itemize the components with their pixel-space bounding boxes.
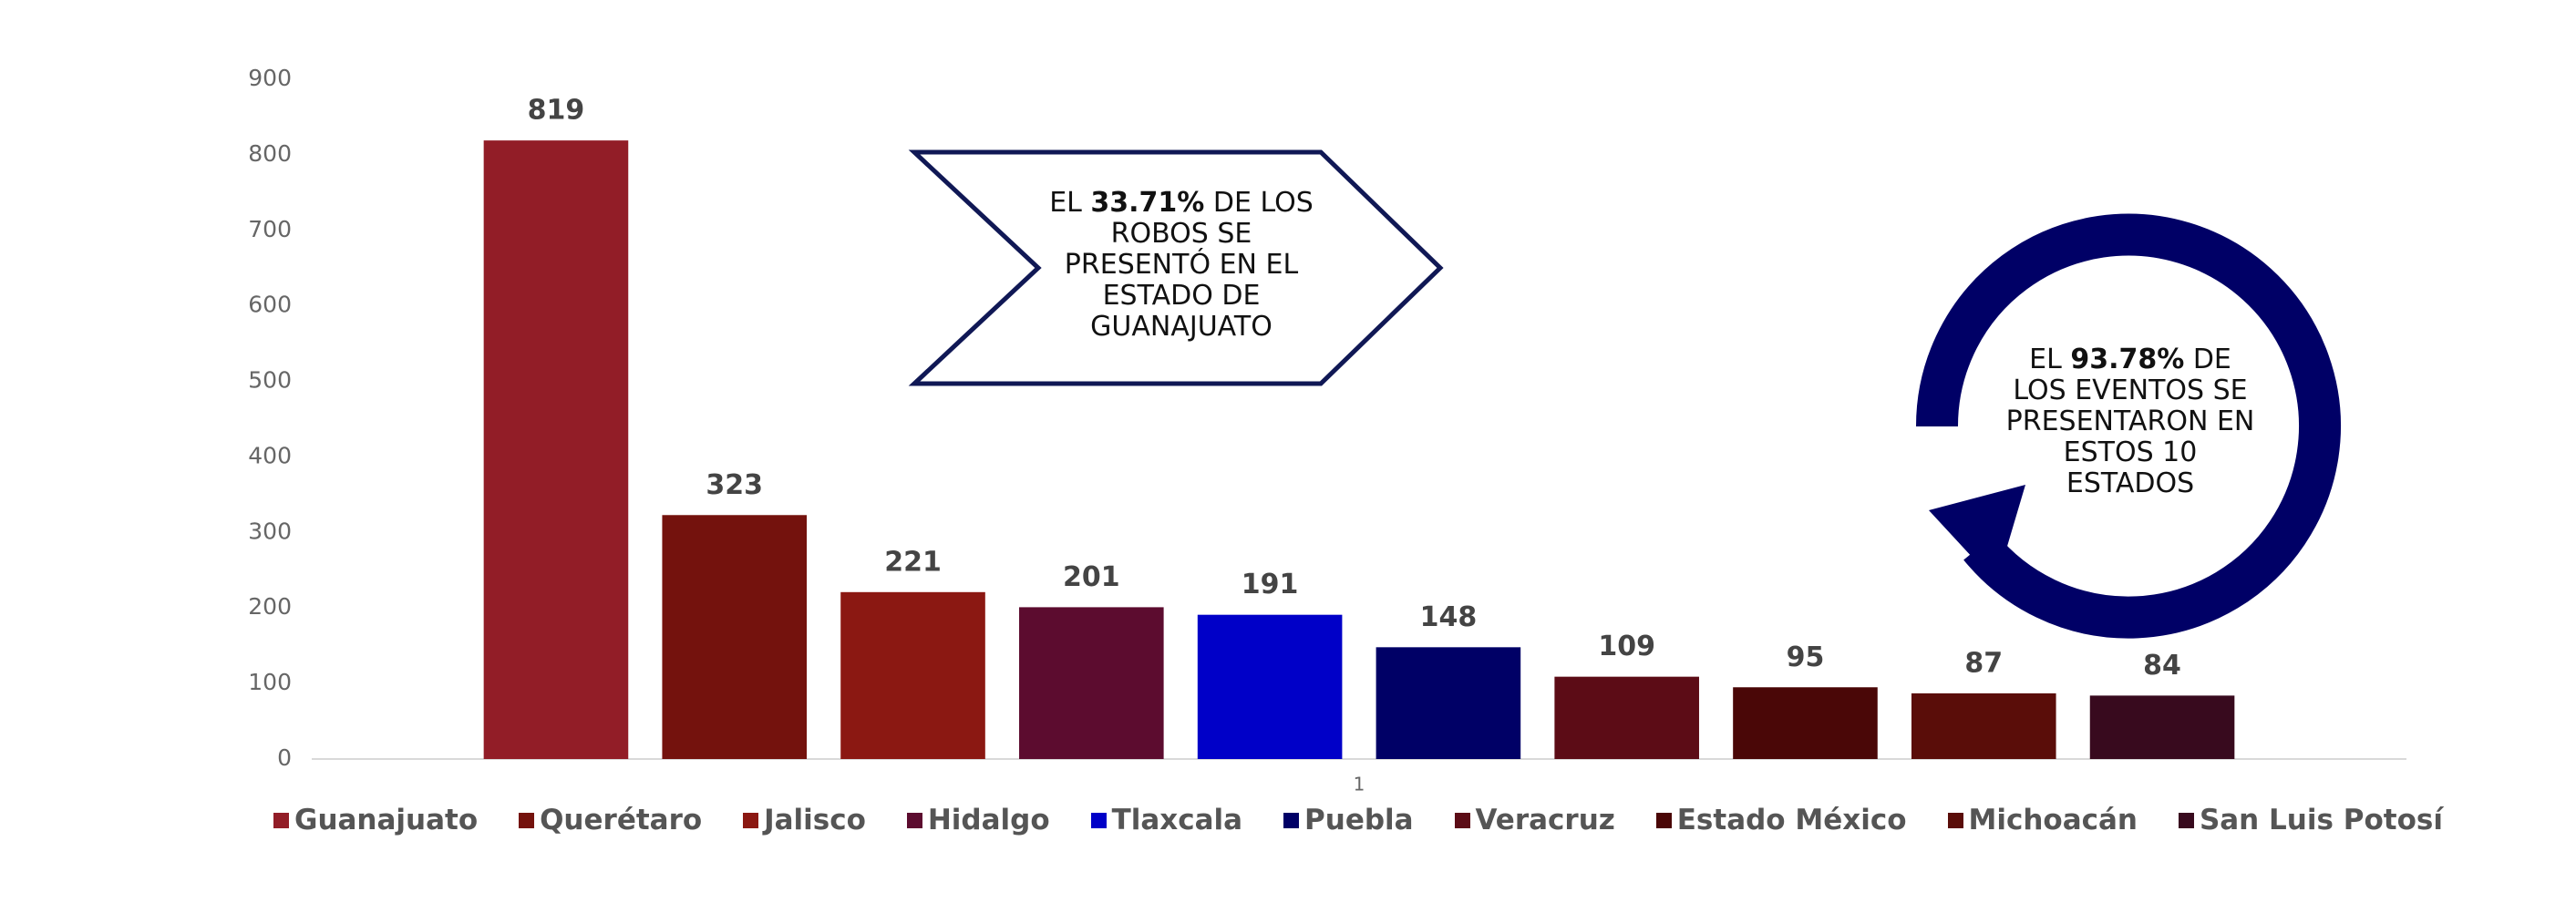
legend-swatch xyxy=(1655,812,1672,828)
plot: 0 100 200 300 400 500 600 700 800 900 1 819 323 221 20… xyxy=(248,65,2406,795)
legend-label: Michoacán xyxy=(1968,804,2138,836)
value-label: 87 xyxy=(1964,647,2003,679)
annotation-text: DE LOS EVENTOS SE PRESENTARON EN ESTOS 1… xyxy=(2005,344,2255,499)
value-label: 148 xyxy=(1420,601,1478,633)
y-tick-label: 200 xyxy=(248,593,292,620)
y-tick-label: 500 xyxy=(248,367,292,394)
annotation-highlight: 93.78% xyxy=(2070,344,2185,375)
legend-item: Puebla xyxy=(1283,804,1414,836)
y-tick-label: 700 xyxy=(248,216,292,242)
legend-item: Querétaro xyxy=(519,804,702,836)
legend-label: Jalisco xyxy=(764,804,866,836)
callout-shape xyxy=(908,149,1444,386)
legend-label: Tlaxcala xyxy=(1111,804,1243,836)
legend-item: Estado México xyxy=(1655,804,1907,836)
bar xyxy=(2089,695,2235,759)
annotation: EL 93.78% DE LOS EVENTOS SE PRESENTARON … xyxy=(2003,344,2258,499)
value-label: 95 xyxy=(1787,641,1825,673)
bar xyxy=(1911,693,2056,759)
x-tick-label: 1 xyxy=(1354,774,1365,795)
bar xyxy=(662,515,808,759)
legend-item: Jalisco xyxy=(743,804,866,836)
annotation-text: DE LOS ROBOS SE PRESENTÓ EN EL ESTADO DE… xyxy=(1064,187,1314,343)
legend-swatch xyxy=(273,812,289,828)
y-tick-label: 0 xyxy=(277,744,292,771)
legend-item: Guanajuato xyxy=(273,804,478,836)
value-label: 84 xyxy=(2143,650,2181,682)
legend-label: Guanajuato xyxy=(294,804,479,836)
annotation-text: EL xyxy=(1049,187,1091,219)
bar xyxy=(1554,676,1699,759)
legend-swatch xyxy=(906,812,922,828)
y-tick-label: 300 xyxy=(248,518,292,544)
bar xyxy=(1197,614,1343,759)
legend-label: Puebla xyxy=(1304,804,1414,836)
legend-label: Estado México xyxy=(1676,804,1907,836)
legend-item: Hidalgo xyxy=(906,804,1050,836)
legend-item: Tlaxcala xyxy=(1090,804,1243,836)
y-tick-label: 100 xyxy=(248,669,292,695)
y-tick-label: 800 xyxy=(248,140,292,167)
value-label: 201 xyxy=(1063,561,1120,593)
legend-label: Querétaro xyxy=(540,804,703,836)
legend-swatch xyxy=(1090,812,1107,828)
bar xyxy=(840,591,985,759)
annotation-text: EL xyxy=(2029,344,2071,375)
bar xyxy=(483,140,629,759)
circular-arrow xyxy=(1916,213,2341,639)
bar xyxy=(1019,607,1164,759)
legend-swatch xyxy=(1283,812,1300,828)
legend-swatch xyxy=(743,812,759,828)
legend-label: Veracruz xyxy=(1475,804,1615,836)
legend-swatch xyxy=(1454,812,1470,828)
legend-swatch xyxy=(2178,812,2194,828)
value-label: 191 xyxy=(1242,569,1299,600)
value-label: 819 xyxy=(528,95,585,127)
value-label: 323 xyxy=(706,469,763,501)
y-tick-label: 600 xyxy=(248,292,292,318)
legend-label: Hidalgo xyxy=(927,804,1050,836)
legend: Guanajuato Querétaro Jalisco Hidalgo Tlaxcal… xyxy=(273,800,2443,840)
annotation: EL 33.71% DE LOS ROBOS SE PRESENTÓ EN EL… xyxy=(1045,188,1318,343)
bar xyxy=(1376,647,1521,759)
legend-item: Veracruz xyxy=(1454,804,1615,836)
annotation-highlight: 33.71% xyxy=(1090,187,1205,219)
y-tick-label: 900 xyxy=(248,65,292,91)
value-label: 221 xyxy=(884,546,942,578)
legend-item: Michoacán xyxy=(1947,804,2138,836)
legend-swatch xyxy=(1947,812,1963,828)
bar xyxy=(1733,687,1878,759)
y-tick-label: 400 xyxy=(248,442,292,468)
legend-item: San Luis Potosí xyxy=(2178,804,2443,836)
legend-label: San Luis Potosí xyxy=(2199,804,2443,836)
arrow-head xyxy=(1929,485,2025,583)
value-label: 109 xyxy=(1598,631,1655,662)
legend-swatch xyxy=(519,812,535,828)
